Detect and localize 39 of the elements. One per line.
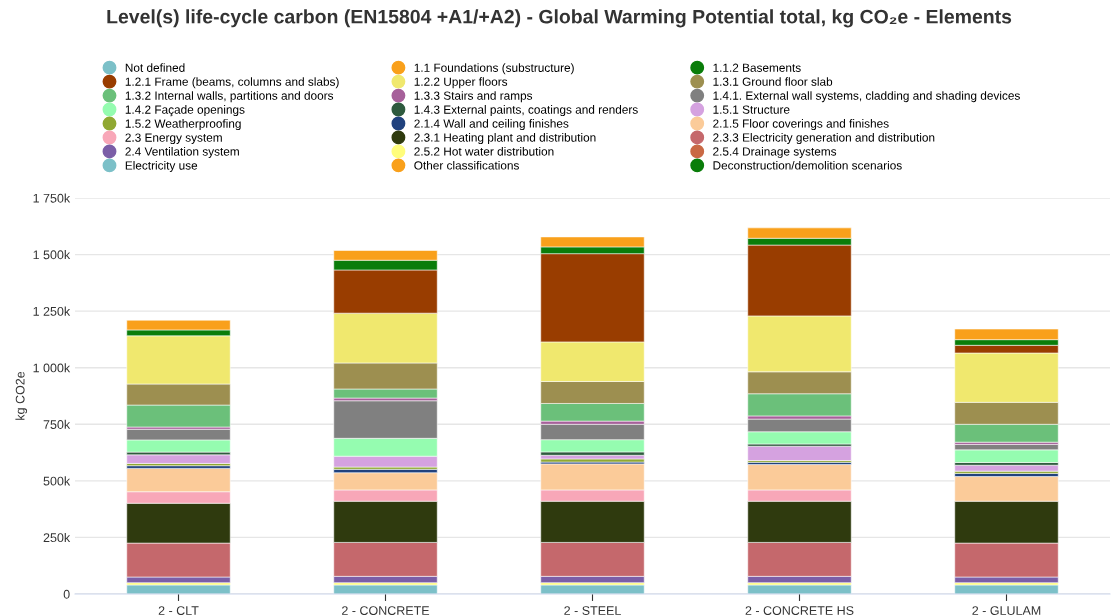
legend-label: 1.3.3 Stairs and ramps [414, 91, 533, 103]
x-tick-label: 2 - STEEL [564, 606, 621, 615]
x-tick-label: 2 - CONCRETE [342, 606, 430, 615]
y-tick-label: 500k [43, 476, 71, 486]
y-tick-label: 250k [43, 532, 71, 543]
legend-label: 2.3.3 Electricity generation and distribution [713, 133, 935, 145]
legend-label: 1.2.2 Upper floors [414, 77, 508, 89]
chart-title: Level(s) life-cycle carbon (EN15804 +A1/+A2) - Global Warming Potential total, kg CO₂e - Elements [107, 9, 1012, 28]
y-tick-label: 750k [43, 419, 71, 429]
legend-label: Electricity use [125, 160, 198, 172]
legend-label: 2.3 Energy system [125, 133, 222, 145]
legend-label: 2.5.2 Hot water distribution [414, 146, 554, 156]
y-axis-title: kg CO2e [15, 371, 28, 420]
legend-label: 1.4.3 External paints, coatings and renders [414, 105, 638, 117]
x-tick-label: 2 - GLULAM [972, 606, 1041, 615]
x-tick-label: 2 - CONCRETE HS [745, 606, 854, 615]
legend-label: 1.5.2 Weatherproofing [125, 119, 241, 131]
legend-label: Other classifications [414, 160, 519, 170]
legend-label: 2.4 Ventilation system [125, 147, 239, 159]
legend-label: 2.5.4 Drainage systems [713, 146, 837, 158]
y-tick-label: 1 750k [33, 193, 71, 203]
legend-label: 1.3.1 Ground floor slab [713, 77, 833, 86]
y-tick-label: 1 500k [33, 250, 71, 260]
y-tick-label: 1 250k [33, 306, 71, 316]
legend-label: 1.1.2 Basements [713, 63, 801, 72]
legend-label: 2.1.5 Floor coverings and finishes [713, 119, 889, 131]
legend-label: Not defined [125, 63, 185, 72]
legend-label: 1.4.2 Façade openings [125, 105, 245, 117]
x-tick-label: 2 - CLT [158, 606, 199, 615]
y-tick-label: 0 [63, 589, 70, 599]
legend-label: 1.1 Foundations (substructure) [414, 63, 574, 75]
legend-label: Deconstruction/demolition scenarios [713, 160, 902, 170]
legend-label: 2.1.4 Wall and ceiling finishes [414, 119, 569, 131]
legend-label: 1.2.1 Frame (beams, columns and slabs) [125, 77, 339, 89]
legend-label: 2.3.1 Heating plant and distribution [414, 133, 596, 145]
legend-label: 1.3.2 Internal walls, partitions and doors [125, 91, 334, 103]
legend-label: 1.4.1. External wall systems, cladding and shading devices [713, 91, 1020, 103]
legend-label: 1.5.1 Structure [713, 105, 790, 114]
y-tick-label: 1 000k [33, 363, 71, 373]
